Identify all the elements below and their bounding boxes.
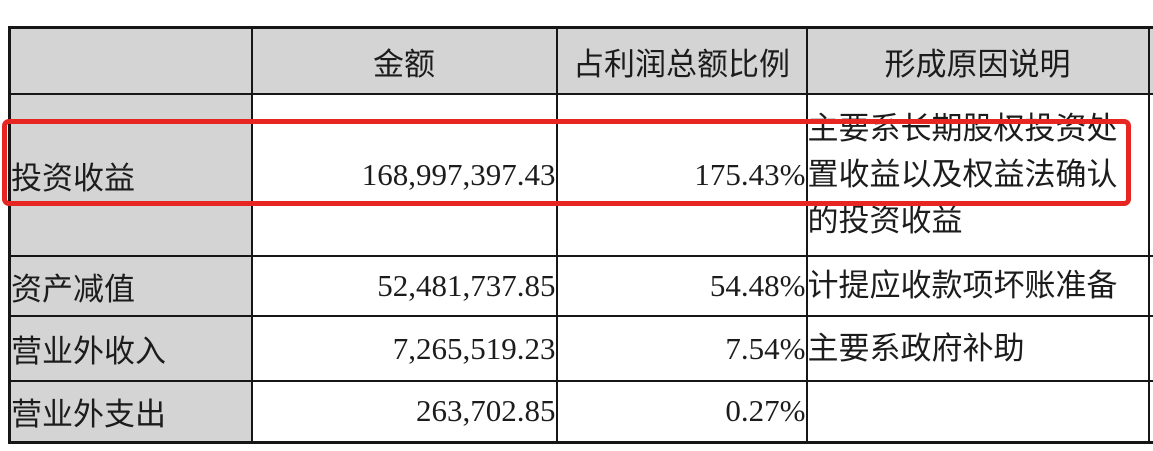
header-blank bbox=[8, 26, 253, 95]
cutoff-cell bbox=[1147, 315, 1153, 382]
header-reason: 形成原因说明 bbox=[805, 26, 1150, 95]
non-recurring-items-table: 金额 占利润总额比例 形成原因说明 投资收益 168,997,397.43 17… bbox=[8, 26, 1153, 444]
ratio-value: 175.43% bbox=[555, 93, 808, 257]
amount-value: 52,481,737.85 bbox=[250, 255, 558, 317]
amount-value: 168,997,397.43 bbox=[250, 93, 558, 257]
cutoff-cell bbox=[1147, 380, 1153, 443]
cutoff-cell bbox=[1147, 255, 1153, 317]
row-label: 资产减值 bbox=[8, 255, 253, 317]
amount-value: 7,265,519.23 bbox=[250, 315, 558, 382]
table-row-asset-impairment: 资产减值 52,481,737.85 54.48% 计提应收款项坏账准备 bbox=[8, 255, 1153, 317]
ratio-value: 54.48% bbox=[555, 255, 808, 317]
amount-value: 263,702.85 bbox=[250, 380, 558, 443]
row-label: 营业外收入 bbox=[8, 315, 253, 382]
cutoff-cell bbox=[1147, 93, 1153, 257]
reason-text: 主要系长期股权投资处置收益以及权益法确认的投资收益 bbox=[805, 93, 1150, 257]
reason-text bbox=[805, 380, 1150, 443]
reason-text: 计提应收款项坏账准备 bbox=[805, 255, 1150, 317]
header-profit-ratio: 占利润总额比例 bbox=[555, 26, 808, 95]
row-label: 营业外支出 bbox=[8, 380, 253, 443]
table-row-nonoperating-expense: 营业外支出 263,702.85 0.27% bbox=[8, 380, 1153, 443]
header-cutoff-column bbox=[1147, 26, 1153, 95]
row-label: 投资收益 bbox=[8, 93, 253, 257]
table-row-nonoperating-income: 营业外收入 7,265,519.23 7.54% 主要系政府补助 bbox=[8, 315, 1153, 382]
table-row-investment-income: 投资收益 168,997,397.43 175.43% 主要系长期股权投资处置收… bbox=[8, 93, 1153, 257]
ratio-value: 7.54% bbox=[555, 315, 808, 382]
ratio-value: 0.27% bbox=[555, 380, 808, 443]
reason-text: 主要系政府补助 bbox=[805, 315, 1150, 382]
table-header-row: 金额 占利润总额比例 形成原因说明 bbox=[8, 26, 1153, 95]
header-amount: 金额 bbox=[250, 26, 558, 95]
